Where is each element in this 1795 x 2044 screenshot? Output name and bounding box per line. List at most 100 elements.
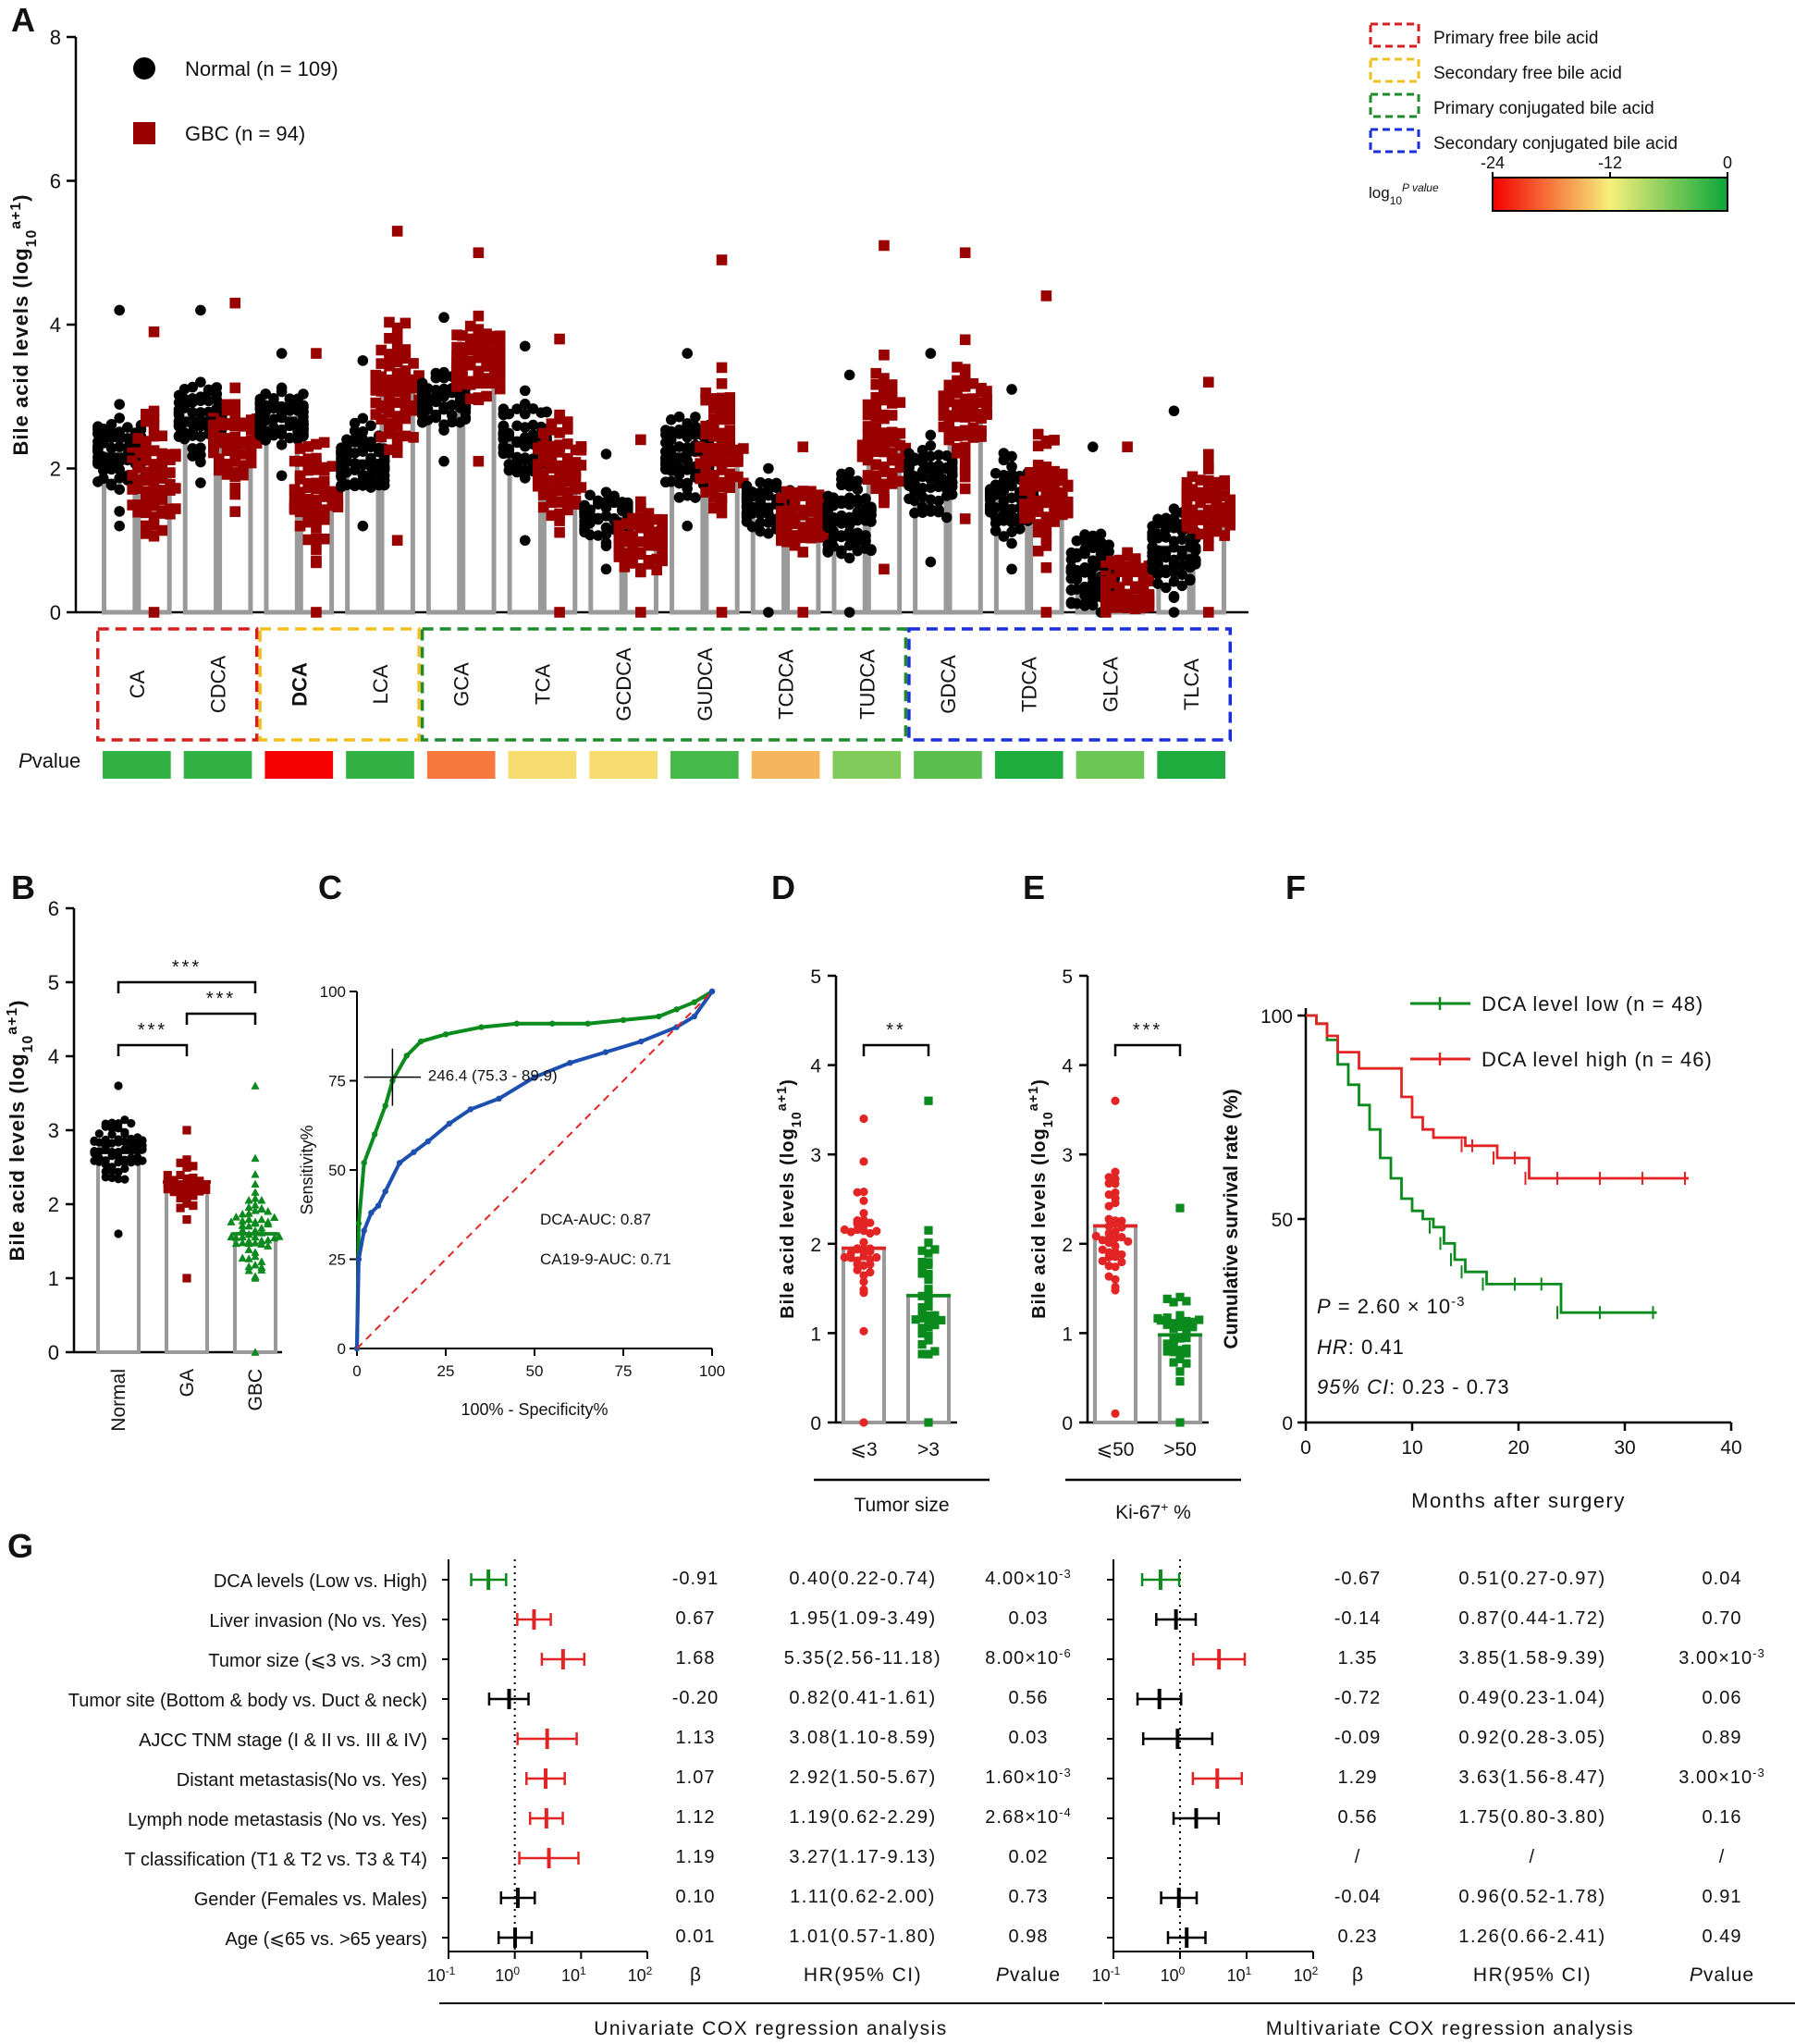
dot: [917, 1246, 927, 1255]
dot-normal: [984, 487, 996, 499]
dot-gbc: [400, 344, 412, 355]
legend-marker: [133, 57, 155, 80]
dot-normal: [1087, 441, 1099, 452]
dot: [1188, 1317, 1198, 1326]
dot-normal: [378, 452, 390, 464]
dot: [924, 1260, 933, 1270]
dot-gbc: [1025, 493, 1036, 505]
category-tcdca: TCDCA: [741, 441, 830, 720]
row-label: Tumor size (⩽3 vs. >3 cm): [208, 1651, 427, 1671]
dot-gbc: [208, 440, 219, 451]
dot-gbc: [886, 467, 898, 479]
dot-gbc: [229, 412, 241, 424]
dot: [1111, 1194, 1120, 1203]
dot: [189, 1173, 198, 1183]
dot-gbc: [627, 519, 638, 531]
dot: [1104, 1190, 1113, 1200]
dot-normal: [998, 496, 1010, 507]
dot-gbc: [332, 486, 344, 499]
dot-gbc: [862, 429, 874, 440]
dot-normal: [600, 528, 612, 540]
dot-gbc: [141, 447, 152, 458]
y-tick-label: 50: [1272, 1210, 1293, 1231]
dot-gbc: [716, 362, 728, 374]
dot-normal: [276, 470, 288, 482]
dot-normal: [690, 412, 701, 423]
dot-gbc: [657, 537, 668, 549]
dot-gbc: [457, 378, 468, 390]
dot-gbc: [1040, 290, 1052, 302]
colorbar-tick-label: 0: [1723, 154, 1732, 172]
dot-gbc: [400, 375, 412, 386]
dot-gbc: [375, 402, 387, 413]
dot-gbc: [870, 446, 882, 458]
x-tick-label: 10-1: [1092, 1964, 1121, 1985]
dot-gbc: [952, 402, 963, 413]
dot: [182, 1126, 191, 1135]
roc-point: [549, 1020, 556, 1027]
beta-value: -0.72: [1334, 1688, 1382, 1708]
dot: [120, 1127, 129, 1137]
dot-gbc: [165, 478, 176, 490]
dot-normal: [203, 384, 215, 396]
dot-normal: [925, 461, 937, 473]
x-tick-label: 40: [1720, 1437, 1741, 1459]
ylabel-close: ): [9, 194, 32, 202]
dot: [937, 1315, 946, 1325]
category-label: GLCA: [1099, 657, 1122, 712]
dot-normal: [916, 482, 928, 494]
y-axis-title: Bile acid levels (log10a+1): [8, 194, 40, 456]
dot-gbc: [245, 424, 257, 436]
dot-gbc: [1129, 594, 1141, 606]
hr-ci-value: 3.27(1.17-9.13): [789, 1847, 936, 1867]
p-value: 0.03: [1009, 1728, 1049, 1748]
dot-gbc: [879, 240, 890, 252]
dot-normal: [268, 429, 279, 441]
dot-gbc: [862, 437, 874, 449]
dot: [859, 1157, 868, 1166]
dot-gbc: [400, 430, 412, 442]
dot-gbc: [132, 474, 143, 486]
dot-normal: [584, 489, 596, 501]
dot: [924, 1225, 933, 1235]
dot-gbc: [1181, 499, 1193, 511]
dot-gbc: [141, 507, 152, 519]
dot-gbc: [952, 425, 963, 437]
tick-exp: 2: [646, 1964, 653, 1977]
dot-gbc: [1195, 497, 1206, 509]
dot-gbc: [900, 442, 912, 454]
dot-gbc: [813, 499, 825, 511]
dot-gbc: [221, 445, 233, 457]
dot-normal: [579, 520, 590, 532]
dot-normal: [438, 312, 449, 324]
dot-gbc: [619, 548, 631, 560]
roc-point: [396, 1160, 403, 1166]
category-tlca: TLCA: [1147, 376, 1236, 710]
dot: [176, 1180, 185, 1189]
dot-gbc: [561, 452, 573, 464]
tick-base: 10: [427, 1966, 446, 1985]
dot-gbc: [554, 485, 565, 497]
pvalue-cell: [346, 751, 414, 779]
dot-normal: [187, 418, 199, 430]
dot: [182, 1214, 191, 1225]
dot: [859, 1209, 868, 1218]
dot: [182, 1162, 191, 1171]
dot-gbc: [781, 527, 793, 538]
dot-normal: [519, 535, 531, 547]
dot-gbc: [375, 371, 387, 383]
dot: [1175, 1311, 1185, 1320]
dot-normal: [195, 407, 206, 418]
dot-normal: [365, 461, 376, 473]
dot: [176, 1203, 185, 1213]
dot-gbc: [488, 372, 500, 383]
dot-normal: [357, 425, 369, 437]
y-tick-label: 2: [50, 458, 61, 481]
dot-normal: [511, 459, 523, 471]
dot-gbc: [132, 447, 143, 459]
dot-normal: [822, 505, 834, 517]
dot: [138, 1140, 147, 1150]
dot-gbc: [1143, 601, 1155, 612]
dot-gbc: [141, 496, 152, 507]
